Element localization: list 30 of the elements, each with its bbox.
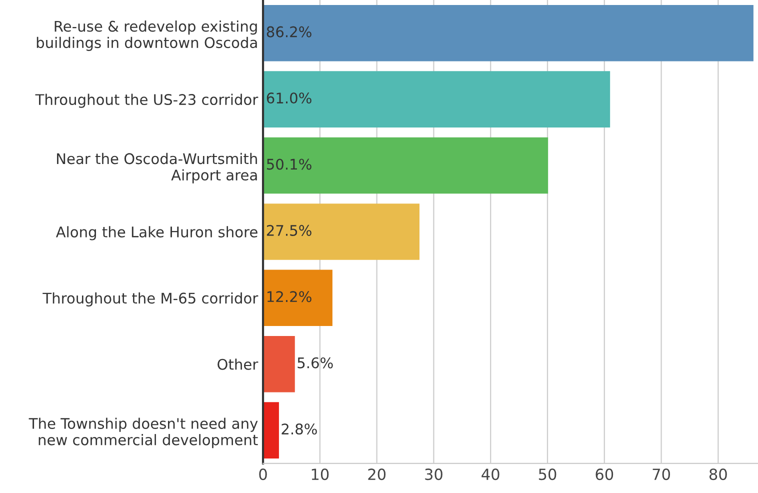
data-label: 50.1% bbox=[266, 158, 312, 170]
y-tick-label: Throughout the M-65 corridor bbox=[42, 292, 258, 306]
x-tick-label: 0 bbox=[259, 468, 267, 480]
x-tick-label: 30 bbox=[425, 468, 442, 480]
bar bbox=[263, 336, 295, 392]
bar bbox=[263, 270, 332, 326]
data-label: 27.5% bbox=[266, 224, 312, 236]
y-tick-label: Re-use & redevelop existing buildings in downtown Oscoda bbox=[36, 20, 257, 51]
x-tick-label: 10 bbox=[312, 468, 329, 480]
x-tick-label: 20 bbox=[368, 468, 386, 480]
bar bbox=[263, 402, 279, 458]
data-label: 5.6% bbox=[298, 357, 333, 368]
bar bbox=[263, 4, 754, 62]
x-tick-label: 70 bbox=[652, 468, 670, 480]
data-label: 12.2% bbox=[267, 291, 312, 302]
y-tick-label: The Township doesn't need any new commercial development bbox=[28, 418, 258, 448]
y-tick-label: Other bbox=[218, 358, 258, 370]
data-label: 61.0% bbox=[266, 92, 312, 104]
y-tick-label: Near the Oscoda-Wurtsmith Airport area bbox=[57, 152, 257, 184]
x-tick-label: 60 bbox=[596, 468, 614, 480]
y-tick-label: Along the Lake Huron shore bbox=[56, 226, 258, 240]
x-tick-label: 40 bbox=[482, 468, 500, 480]
x-tick-label: 80 bbox=[709, 468, 727, 480]
bar bbox=[263, 204, 420, 260]
data-label: 2.8% bbox=[282, 424, 317, 435]
bar bbox=[263, 137, 548, 194]
y-tick-label: Throughout the US-23 corridor bbox=[35, 94, 258, 108]
data-label: 86.2% bbox=[266, 26, 312, 38]
x-tick-label: 50 bbox=[538, 468, 556, 480]
bar bbox=[263, 71, 610, 128]
